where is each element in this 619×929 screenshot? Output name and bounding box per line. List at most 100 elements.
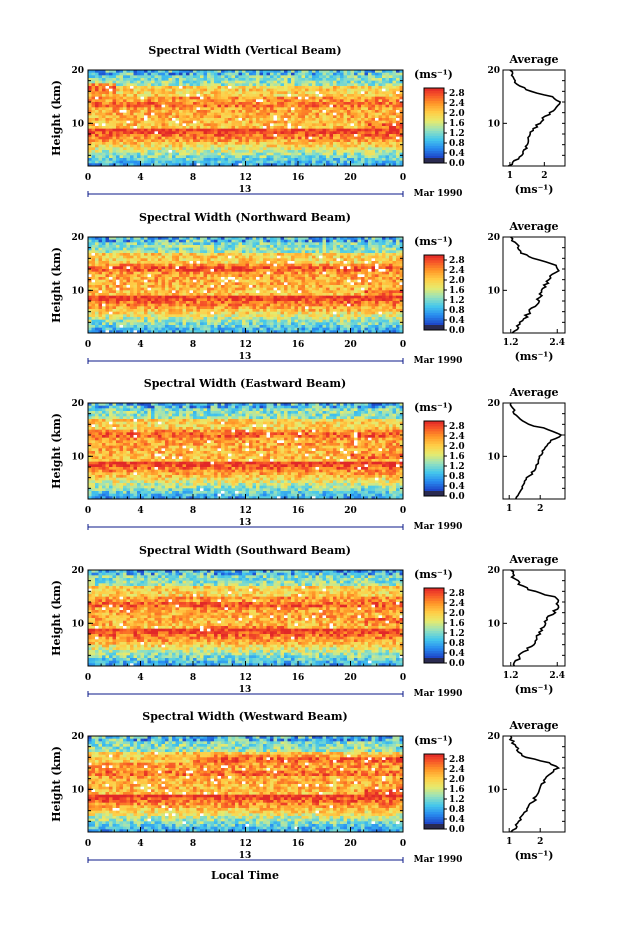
colorbar-tick-label: 2.4: [449, 765, 465, 775]
profile-y-tick-label: 20: [487, 566, 500, 576]
profile-title: Average: [508, 553, 558, 566]
x-tick-label: 4: [137, 340, 143, 350]
panel-1: Spectral Width (Northward Beam) Height (k…: [50, 211, 566, 366]
profile-x-tick-label: 1: [507, 171, 513, 181]
profile-title: Average: [508, 386, 558, 399]
profile-y-tick-label: 20: [487, 399, 500, 409]
colorbar-unit-label: (ms⁻¹): [414, 734, 453, 747]
profile-x-tick-label: 1: [506, 837, 512, 847]
x-tick-label: 8: [190, 173, 196, 183]
y-axis-label: Height (km): [50, 80, 63, 156]
profile-frame: [502, 735, 566, 833]
y-tick-label: 10: [71, 452, 84, 462]
date-day: 13: [239, 685, 252, 695]
colorbar-tick-label: 2.8: [449, 256, 465, 266]
colorbar-unit-label: (ms⁻¹): [414, 401, 453, 414]
profile-y-tick-label: 20: [487, 66, 500, 76]
y-axis-label: Height (km): [50, 413, 63, 489]
colorbar-tick-label: 1.6: [449, 619, 465, 629]
colorbar-tick-label: 2.4: [449, 599, 465, 609]
colorbar-tick-label: 1.6: [449, 119, 465, 129]
x-tick-label: 12: [239, 839, 252, 849]
y-axis-label: Height (km): [50, 580, 63, 656]
panel-title: Spectral Width (Southward Beam): [139, 544, 351, 557]
x-tick-label: 0: [400, 673, 406, 683]
profile-y-tick-label: 20: [487, 732, 500, 742]
profile-x-tick-label: 2: [541, 171, 547, 181]
colorbar-tick-label: 2.8: [449, 589, 465, 599]
profile-y-tick-label: 10: [487, 119, 500, 129]
colorbar-tick-label: 1.2: [449, 129, 465, 139]
x-tick-label: 4: [137, 506, 143, 516]
profile-title: Average: [508, 220, 558, 233]
profile-x-tick-label: 2: [537, 504, 543, 514]
profile-x-tick-label: 1.2: [503, 338, 519, 348]
colorbar-tick-label: 1.2: [449, 462, 465, 472]
colorbar-tick-label: 0.4: [449, 815, 465, 825]
profile-x-tick-label: 1.2: [503, 671, 519, 681]
panel-4: Spectral Width (Westward Beam) Height (km…: [50, 710, 566, 865]
y-tick-label: 20: [71, 66, 84, 76]
heatmap-cells: [88, 403, 403, 499]
x-tick-label: 16: [292, 839, 305, 849]
profile-title: Average: [508, 53, 558, 66]
colorbar-tick-label: 2.8: [449, 422, 465, 432]
colorbar-tick-label: 2.0: [449, 442, 465, 452]
panel-0: Spectral Width (Vertical Beam) Height (km…: [50, 44, 566, 199]
colorbar-tick-label: 1.6: [449, 452, 465, 462]
profile-line: [510, 569, 560, 667]
y-tick-label: 20: [71, 732, 84, 742]
colorbar-tick-label: 2.8: [449, 89, 465, 99]
colorbar-tick-label: 2.4: [449, 266, 465, 276]
profile-line: [508, 69, 562, 167]
x-tick-label: 20: [344, 506, 357, 516]
heatmap-cells: [88, 736, 403, 832]
x-tick-label: 16: [292, 340, 305, 350]
colorbar: [423, 420, 445, 497]
x-tick-label: 8: [190, 340, 196, 350]
x-tick-label: 4: [137, 173, 143, 183]
colorbar-tick-label: 2.4: [449, 432, 465, 442]
date-label: Mar 1990: [414, 189, 463, 199]
date-label: Mar 1990: [414, 522, 463, 532]
x-tick-label: 0: [400, 173, 406, 183]
y-tick-label: 20: [71, 566, 84, 576]
x-tick-label: 8: [190, 673, 196, 683]
colorbar: [423, 254, 445, 331]
profile-x-label: (ms⁻¹): [515, 849, 554, 862]
x-tick-label: 20: [344, 673, 357, 683]
x-tick-label: 20: [344, 173, 357, 183]
panel-title: Spectral Width (Vertical Beam): [148, 44, 341, 57]
colorbar-tick-label: 1.2: [449, 795, 465, 805]
y-axis-label: Height (km): [50, 746, 63, 822]
y-tick-label: 10: [71, 619, 84, 629]
colorbar-tick-label: 0.8: [449, 472, 465, 482]
profile-x-tick-label: 2.4: [549, 338, 565, 348]
x-tick-label: 12: [239, 340, 252, 350]
date-day: 13: [239, 851, 252, 861]
date-day: 13: [239, 352, 252, 362]
date-label: Mar 1990: [414, 356, 463, 366]
profile-frame: [502, 569, 566, 667]
colorbar-unit-label: (ms⁻¹): [414, 68, 453, 81]
colorbar-tick-label: 0.0: [449, 159, 465, 169]
colorbar-tick-label: 0.4: [449, 316, 465, 326]
x-tick-label: 16: [292, 173, 305, 183]
date-day: 13: [239, 185, 252, 195]
profile-line: [510, 236, 560, 334]
x-tick-label: 0: [85, 340, 91, 350]
colorbar-tick-label: 0.0: [449, 326, 465, 336]
y-tick-label: 10: [71, 286, 84, 296]
profile-x-label: (ms⁻¹): [515, 683, 554, 696]
colorbar-unit-label: (ms⁻¹): [414, 568, 453, 581]
heatmap-cells: [88, 237, 403, 333]
profile-title: Average: [508, 719, 558, 732]
colorbar-tick-label: 2.0: [449, 609, 465, 619]
profile-frame: [502, 402, 566, 500]
y-tick-label: 10: [71, 119, 84, 129]
x-axis-label: Local Time: [211, 869, 279, 882]
colorbar-tick-label: 0.4: [449, 149, 465, 159]
colorbar-tick-label: 2.0: [449, 276, 465, 286]
x-tick-label: 8: [190, 506, 196, 516]
colorbar-tick-label: 0.8: [449, 805, 465, 815]
